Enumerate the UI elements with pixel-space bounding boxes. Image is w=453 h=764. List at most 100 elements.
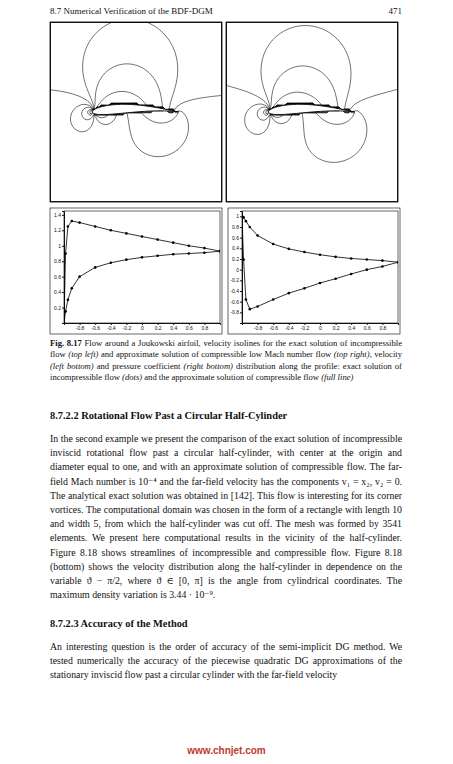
y-tick: 0.6 [232, 235, 242, 241]
x-tick-label: 0.6 [364, 325, 371, 331]
y-axis: -0.8-0.6-0.4-0.200.20.40.60.81 [230, 212, 242, 324]
y-tick: 1.4 [54, 212, 64, 218]
x-tick: 0 [319, 323, 322, 331]
x-axis: -0.8 -0.6 -0.4 -0.2 0 0.2 0.4 0.6 0.8 [65, 323, 221, 331]
series-line [242, 216, 398, 262]
marks [242, 215, 398, 310]
x-tick-label: -0.6 [91, 325, 100, 331]
isolines [50, 22, 222, 202]
y-tick-label: -0.4 [230, 288, 239, 294]
y-tick: 1 [58, 243, 64, 249]
isoline [50, 22, 222, 125]
x-axis: -0.8 -0.6 -0.4 -0.2 0 0.2 0.4 0.6 0.8 [243, 323, 399, 331]
x-tick-label: 0.4 [170, 325, 177, 331]
isoline [50, 22, 222, 202]
isoline [50, 22, 222, 202]
x-tick-label: 0 [319, 325, 322, 331]
paragraph: In the second example we present the com… [50, 432, 402, 602]
caption-text: and pressure coefficient [94, 361, 184, 371]
caption-text: (right bottom) [184, 361, 233, 371]
isoline [50, 22, 222, 202]
caption-text: and approximate solution of compressible… [98, 349, 333, 359]
y-tick-mark [62, 292, 64, 293]
isoline [226, 22, 398, 202]
caption-text: (full line) [321, 372, 353, 382]
x-tick-label: 0 [141, 325, 144, 331]
caption-text: (top left) [68, 349, 98, 359]
x-tick: 0.2 [333, 323, 340, 331]
y-tick-mark [240, 302, 242, 303]
x-tick-label: 0.2 [333, 325, 340, 331]
x-tick: -0.2 [123, 323, 132, 331]
isoline [50, 22, 222, 202]
x-tick: 0.8 [201, 323, 208, 331]
y-tick-mark [240, 216, 242, 217]
y-tick-mark [240, 291, 242, 292]
y-tick-mark [62, 230, 64, 231]
y-tick-label: 1 [58, 243, 61, 249]
y-tick-label: 1 [236, 213, 239, 219]
y-tick: -0.2 [230, 277, 242, 283]
y-tick-label: 1.2 [54, 227, 61, 233]
y-tick: -0.8 [230, 309, 242, 315]
marks [64, 220, 220, 323]
chart: -0.8-0.6-0.4-0.200.20.40.60.8-0.8-0.6-0.… [228, 208, 400, 334]
x-tick-label: 0.8 [379, 325, 386, 331]
y-tick-mark [240, 270, 242, 271]
caption-text: (left bottom) [50, 361, 94, 371]
isoline [226, 22, 398, 202]
x-tick-label: 0.6 [186, 325, 193, 331]
x-tick: 0.8 [379, 323, 386, 331]
caption-text: (dots) [122, 372, 142, 382]
page-number: 471 [300, 6, 402, 16]
y-tick-label: 0.6 [54, 274, 61, 280]
isolines [226, 22, 398, 202]
figure: -0.8 -0.6 -0.4 -0.2 0 0.2 0.4 0.6 0.8 0.2 0.4 0.6 0.… [0, 0, 453, 336]
y-tick-mark [240, 259, 242, 260]
running-head: 8.7 Numerical Verification of the BDF-DG… [50, 6, 213, 16]
isoline [226, 22, 398, 202]
y-tick-label: 0 [236, 267, 239, 273]
isoline [270, 66, 338, 109]
y-tick: -0.6 [230, 299, 242, 305]
caption-label: Fig. 8.17 [50, 338, 82, 348]
section-heading: 8.7.2.2 Rotational Flow Past a Circular … [50, 410, 287, 421]
isoline [83, 22, 178, 118]
x-tick: 0.4 [170, 323, 177, 331]
isoline [226, 22, 398, 202]
y-tick-label: 0.2 [54, 305, 61, 311]
plot-frame [64, 211, 220, 323]
x-tick-label: -0.2 [301, 325, 310, 331]
y-tick: 0 [236, 267, 242, 273]
section-heading: 8.7.2.3 Accuracy of the Method [50, 618, 188, 629]
x-tick: -0.6 [269, 323, 278, 331]
y-tick-label: -0.8 [230, 309, 239, 315]
isoline [50, 22, 222, 202]
y-tick: 0.4 [232, 245, 242, 251]
isoline [226, 22, 398, 202]
y-tick-mark [62, 261, 64, 262]
y-tick-mark [240, 227, 242, 228]
y-tick-label: 0.4 [54, 289, 61, 295]
y-tick-mark [62, 308, 64, 309]
series-line [242, 216, 398, 309]
panel-frame [50, 22, 222, 202]
x-tick: -0.4 [285, 323, 294, 331]
x-tick-label: -0.8 [254, 325, 263, 331]
y-tick-mark [62, 215, 64, 216]
y-tick-mark [62, 246, 64, 247]
x-tick: -0.4 [107, 323, 116, 331]
y-tick: 1 [236, 213, 242, 219]
x-tick-label: -0.6 [269, 325, 278, 331]
x-tick-label: 0.2 [155, 325, 162, 331]
y-tick-label: -0.6 [230, 299, 239, 305]
x-tick-label: -0.8 [76, 325, 85, 331]
airfoil [268, 104, 355, 114]
x-tick: 0.4 [348, 323, 355, 331]
panel-frame [226, 22, 398, 202]
y-tick: 0.8 [54, 258, 64, 264]
plot-frame [242, 211, 398, 323]
watermark: www.chnjet.com [0, 745, 453, 756]
y-tick: 0.4 [54, 289, 64, 295]
x-tick-label: 0.4 [348, 325, 355, 331]
